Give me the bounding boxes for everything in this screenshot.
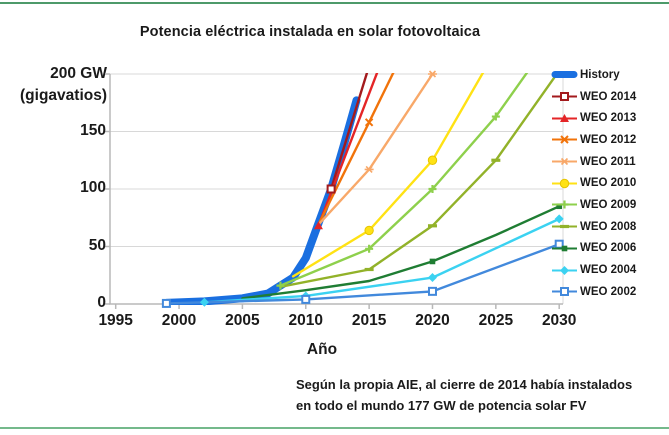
x-tick-label: 2005 [225,312,260,329]
x-tick-label: 2015 [351,312,387,329]
diamond-marker [199,297,209,307]
asterisk-marker [427,70,437,78]
square-open-marker [560,92,569,102]
x-tick-label: 2030 [541,312,577,329]
legend-label: WEO 2009 [580,198,637,211]
square-marker [429,258,436,265]
x-marker [560,135,569,145]
square-marker [556,203,562,210]
y-tick-label: 150 [80,121,106,139]
legend-item-weo-2008: WEO 2008 [551,216,666,238]
legend-swatch [552,287,577,297]
footnote-line-2: en todo el mundo 177 GW de potencia sola… [296,398,587,413]
diamond-marker [560,265,569,275]
series-group [162,73,561,305]
footnote: Según la propia AIE, al cierre de 2014 h… [296,374,668,416]
legend-label: WEO 2002 [580,285,637,298]
x-tick-label: 2000 [161,312,197,329]
legend-label: WEO 2008 [580,220,637,233]
asterisk-marker [364,165,374,174]
plus-marker [491,112,500,121]
legend-swatch [551,71,578,79]
series-line-weo-2010 [291,73,485,278]
legend-swatch [552,158,577,166]
legend-label: WEO 2010 [580,177,637,190]
legend-label: WEO 2013 [580,112,637,125]
series-line-weo-2006 [241,205,561,300]
dash-marker [491,158,501,162]
y-tick-label: 0 [97,294,106,311]
y-tick-label: 100 [80,179,106,196]
legend-item-weo-2010: WEO 2010 [551,172,666,194]
x-tick-label: 2010 [288,312,323,329]
legend: History WEO 2014 WEO 2013 WEO 2012 WEO 2011 W… [551,64,666,303]
square-open-marker [301,294,311,304]
series-line-weo-2009 [279,73,529,287]
bottom-border-line [0,427,669,429]
legend-label: WEO 2012 [580,133,637,146]
legend-swatch [552,245,577,252]
x-marker [364,118,374,127]
legend-item-weo-2004: WEO 2004 [551,259,666,281]
plus-marker [276,281,285,290]
series-line-weo-2004 [203,217,561,304]
circle-marker [364,225,374,236]
top-border-line [0,2,669,4]
square-open-marker [560,287,569,297]
square-open-marker [427,286,437,296]
legend-item-weo-2013: WEO 2013 [551,107,666,129]
chart-title: Potencia eléctrica instalada en solar fo… [139,24,481,40]
triangle-marker [560,113,569,122]
legend-item-weo-2012: WEO 2012 [551,129,666,151]
legend-item-weo-2014: WEO 2014 [551,86,666,108]
series-line-weo-2008 [279,73,559,288]
diamond-marker [427,273,437,283]
plus-marker [560,200,569,209]
legend-swatch [552,265,577,275]
legend-item-history: History [551,64,666,86]
legend-label: WEO 2014 [580,90,637,103]
square-open-marker [326,184,336,194]
dash-marker [560,225,569,229]
square-open-marker [161,298,171,308]
circle-marker [559,178,570,188]
series-line-weo-2002 [165,242,561,305]
series-line-weo-2014 [329,73,369,191]
legend-label: WEO 2006 [580,242,637,255]
y-axis-unit-label: (gigavatios) [20,87,107,104]
legend-item-weo-2006: WEO 2006 [551,238,666,260]
legend-label: WEO 2011 [580,155,636,168]
plus-marker [428,185,437,193]
triangle-marker [313,221,323,230]
legend-label: History [580,68,620,81]
diamond-marker [554,214,564,224]
legend-item-weo-2002: WEO 2002 [551,281,666,303]
legend-swatch [552,113,577,122]
series-line-weo-2013 [317,73,379,228]
legend-item-weo-2009: WEO 2009 [551,194,666,216]
dash-marker [427,224,437,228]
legend-swatch [552,225,577,229]
asterisk-marker [560,158,569,166]
footnote-line-1: Según la propia AIE, al cierre de 2014 h… [296,377,633,392]
legend-swatch [552,92,577,102]
x-tick-label: 1995 [98,312,133,329]
series-line-weo-2011 [317,73,434,226]
dash-marker [364,267,374,272]
x-tick-label: 2025 [478,312,514,329]
legend-label: WEO 2004 [580,264,637,277]
legend-swatch [552,200,577,209]
square-marker [561,245,568,252]
y-axis-max-label: 200 GW [50,65,107,82]
x-tick-label: 2020 [415,312,450,329]
legend-swatch [552,178,577,188]
legend-swatch [552,135,577,145]
circle-marker [427,155,438,165]
y-tick-label: 50 [88,236,106,254]
plus-marker [365,244,374,253]
legend-item-weo-2011: WEO 2011 [551,151,666,173]
x-axis-title: Año [306,341,338,358]
